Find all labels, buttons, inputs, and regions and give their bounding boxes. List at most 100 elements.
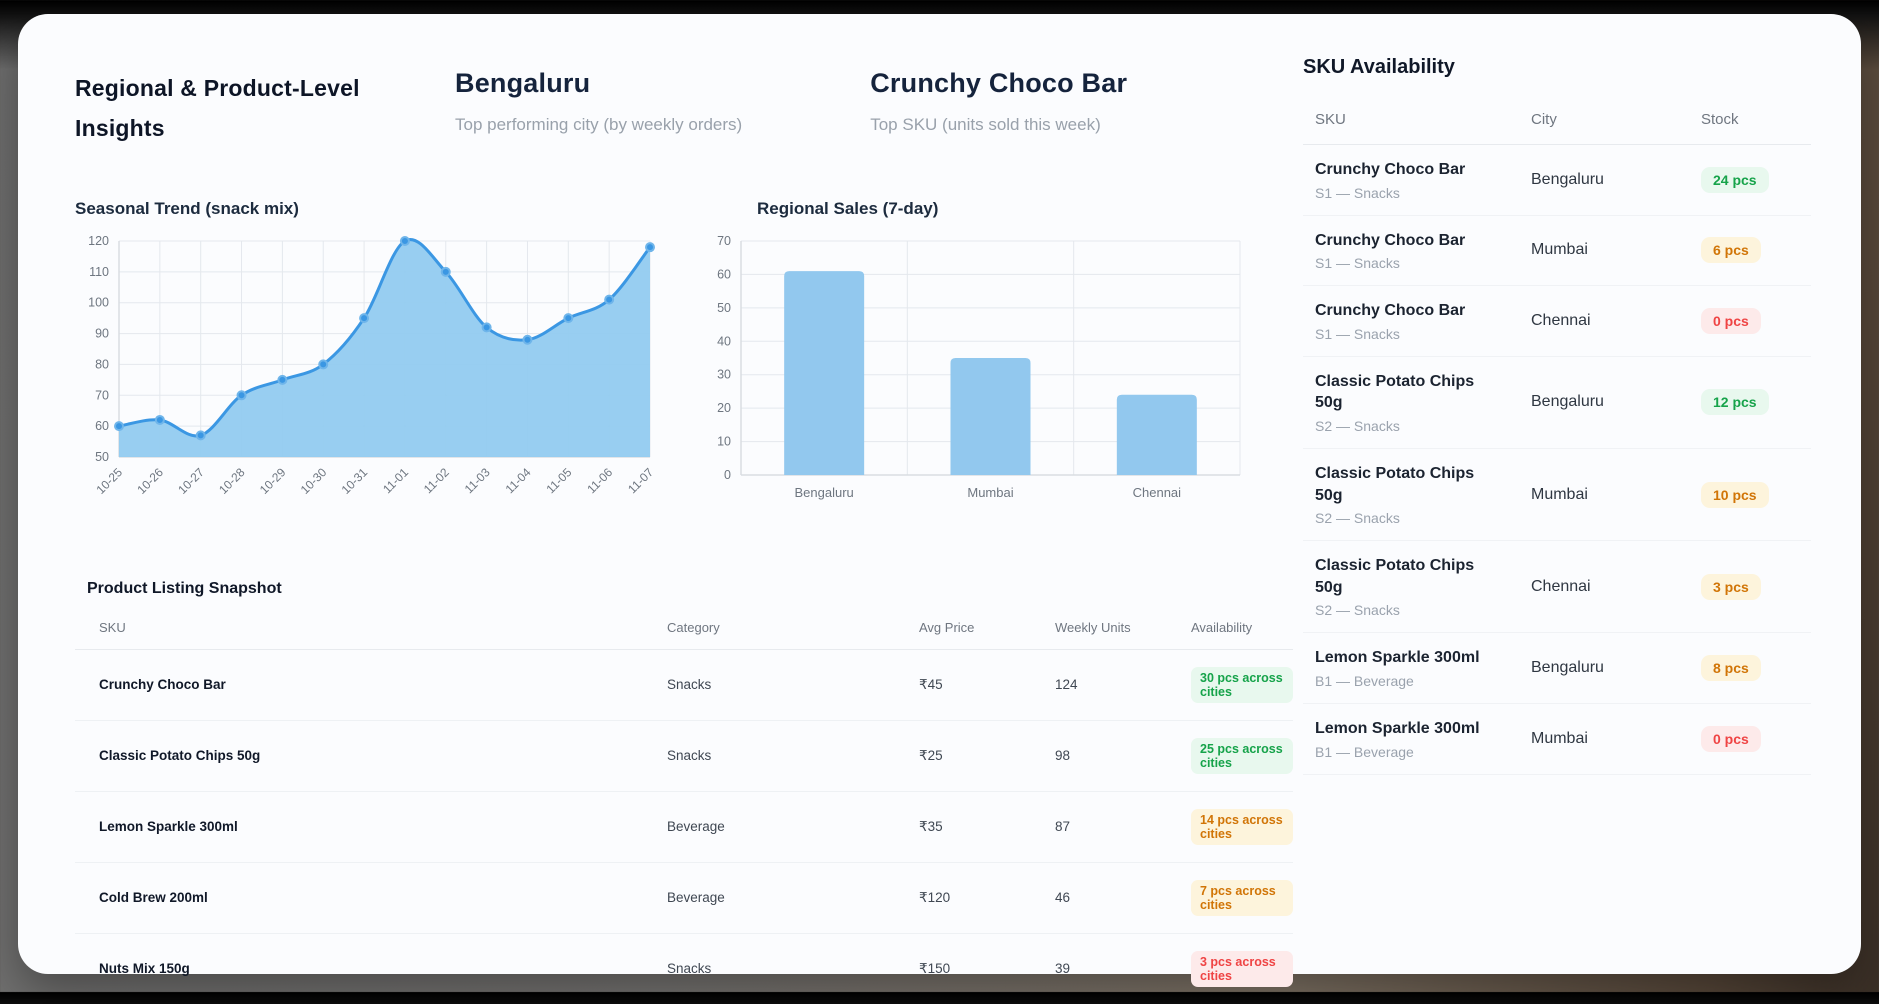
svg-text:40: 40 [717,334,731,348]
product-avg-price-cell: ₹120 [919,889,951,905]
sku-meta: B1 — Beverage [1315,743,1414,760]
product-listing-title: Product Listing Snapshot [87,579,282,597]
main-column: Regional & Product-Level Insights Bengal… [18,14,1301,987]
sku-city-cell: Bengaluru [1531,170,1604,188]
sales-bar-chennai[interactable] [1116,394,1197,475]
sku-city-cell: Mumbai [1531,485,1588,503]
product-weekly-units-cell: 98 [1055,748,1071,763]
sku-table-row: Lemon Sparkle 300ml B1 — Beverage Mumbai 0 … [1303,704,1811,775]
sku-city-cell: Chennai [1531,577,1591,595]
trend-point-10-30[interactable] [318,358,329,369]
product-sku-cell: Nuts Mix 150g [99,961,190,976]
svg-text:10-26: 10-26 [134,464,166,496]
product-col-sku: SKU [99,619,126,635]
header-row: Regional & Product-Level Insights Bengal… [75,68,1295,149]
charts-row: Seasonal Trend (snack mix) 50 60 70 80 90 100… [75,199,1295,554]
trend-point-11-06[interactable] [604,294,615,305]
product-avg-price-cell: ₹150 [919,960,951,976]
sku-meta: S1 — Snacks [1315,325,1400,342]
stock-badge: 0 pcs [1701,307,1761,334]
sku-city-cell: Mumbai [1531,729,1588,747]
top-city-value: Bengaluru [455,68,591,98]
svg-text:70: 70 [95,388,109,402]
trend-point-10-28[interactable] [236,389,247,400]
product-weekly-units-cell: 39 [1055,961,1071,976]
sales-bar-bengaluru[interactable] [784,270,865,475]
product-availability-cell: 25 pcs across cities [1191,737,1293,774]
stock-badge: 10 pcs [1701,481,1769,508]
sku-meta: S1 — Snacks [1315,184,1400,201]
sku-name-cell: Classic Potato Chips 50g S2 — Snacks [1315,555,1531,618]
product-availability-cell: 7 pcs across cities [1191,879,1293,916]
stock-badge: 12 pcs [1701,389,1769,416]
sku-stock-cell: 6 pcs [1701,237,1811,264]
sales-bar-mumbai[interactable] [950,357,1031,475]
trend-point-10-26[interactable] [154,414,165,425]
svg-text:0: 0 [724,468,731,482]
product-weekly-units-cell: 46 [1055,890,1071,905]
trend-point-11-05[interactable] [563,312,574,323]
trend-point-11-01[interactable] [399,235,410,246]
sku-name-cell: Lemon Sparkle 300ml B1 — Beverage [1315,718,1531,760]
product-avg-price-cell: ₹35 [919,818,943,834]
product-listing-section: Product Listing Snapshot SKU Category Av… [75,580,1293,1004]
svg-text:90: 90 [95,326,109,340]
top-sku-value: Crunchy Choco Bar [870,68,1128,98]
sku-name: Lemon Sparkle 300ml [1315,649,1480,667]
trend-point-11-07[interactable] [645,241,655,252]
product-table-row: Classic Potato Chips 50g Snacks ₹25 98 25 pc… [75,721,1293,792]
sku-name: Crunchy Choco Bar [1315,302,1466,320]
product-availability-cell: 30 pcs across cities [1191,666,1293,703]
stock-badge: 0 pcs [1701,725,1761,752]
trend-point-11-03[interactable] [481,321,492,332]
sku-stock-cell: 12 pcs [1701,389,1811,416]
seasonal-trend-chart: 50 60 70 80 90 100 110 120 10-25 10-26 10-27 10-28 1… [88,234,656,497]
product-table-body: Crunchy Choco Bar Snacks ₹45 124 30 pcs acro… [75,650,1293,1004]
trend-point-10-27[interactable] [195,429,206,440]
sku-col-city: City [1531,111,1557,128]
sku-name-cell: Crunchy Choco Bar S1 — Snacks [1315,300,1531,342]
svg-text:Mumbai: Mumbai [967,485,1013,500]
svg-text:11-01: 11-01 [380,464,411,495]
sku-stock-cell: 10 pcs [1701,481,1811,508]
sku-table-row: Classic Potato Chips 50g S2 — Snacks Chenn… [1303,541,1811,634]
product-category-cell: Beverage [667,819,725,834]
product-category-cell: Snacks [667,677,712,692]
trend-point-10-31[interactable] [359,312,370,323]
product-avg-price-cell: ₹25 [919,747,943,763]
trend-point-11-02[interactable] [440,266,451,277]
sku-meta: S2 — Snacks [1315,602,1400,619]
sku-table-row: Crunchy Choco Bar S1 — Snacks Chennai 0 pcs [1303,286,1811,357]
sku-stock-cell: 0 pcs [1701,725,1811,752]
svg-text:10-28: 10-28 [216,464,248,496]
svg-text:110: 110 [89,264,109,278]
sku-col-stock: Stock [1701,111,1739,128]
sku-name-cell: Lemon Sparkle 300ml B1 — Beverage [1315,647,1531,689]
trend-point-10-29[interactable] [277,374,288,385]
sku-meta: S2 — Snacks [1315,417,1400,434]
product-table-header: SKU Category Avg Price Weekly Units Avai… [75,620,1293,650]
sku-name-cell: Classic Potato Chips 50g S2 — Snacks [1315,463,1531,526]
regional-sales-title: Regional Sales (7-day) [757,198,939,218]
product-availability-cell: 3 pcs across cities [1191,950,1293,987]
availability-badge: 7 pcs across cities [1191,879,1293,916]
svg-text:60: 60 [95,419,109,433]
sku-name: Crunchy Choco Bar [1315,231,1466,249]
top-sku-caption: Top SKU (units sold this week) [870,115,1101,134]
product-weekly-units-cell: 87 [1055,819,1071,834]
svg-text:30: 30 [717,367,731,381]
trend-point-10-25[interactable] [114,420,124,431]
seasonal-trend-title: Seasonal Trend (snack mix) [75,198,299,218]
product-category-cell: Snacks [667,961,712,976]
sku-name: Classic Potato Chips 50g [1315,464,1475,504]
sku-meta: S2 — Snacks [1315,510,1400,527]
stock-badge: 6 pcs [1701,237,1761,264]
trend-point-11-04[interactable] [522,334,533,345]
svg-text:Bengaluru: Bengaluru [795,485,854,500]
svg-text:50: 50 [717,300,731,314]
product-col-availability: Availability [1191,619,1253,635]
product-category-cell: Snacks [667,748,712,763]
sku-stock-cell: 24 pcs [1701,166,1811,193]
svg-text:20: 20 [717,401,731,415]
svg-text:10-29: 10-29 [257,464,289,496]
